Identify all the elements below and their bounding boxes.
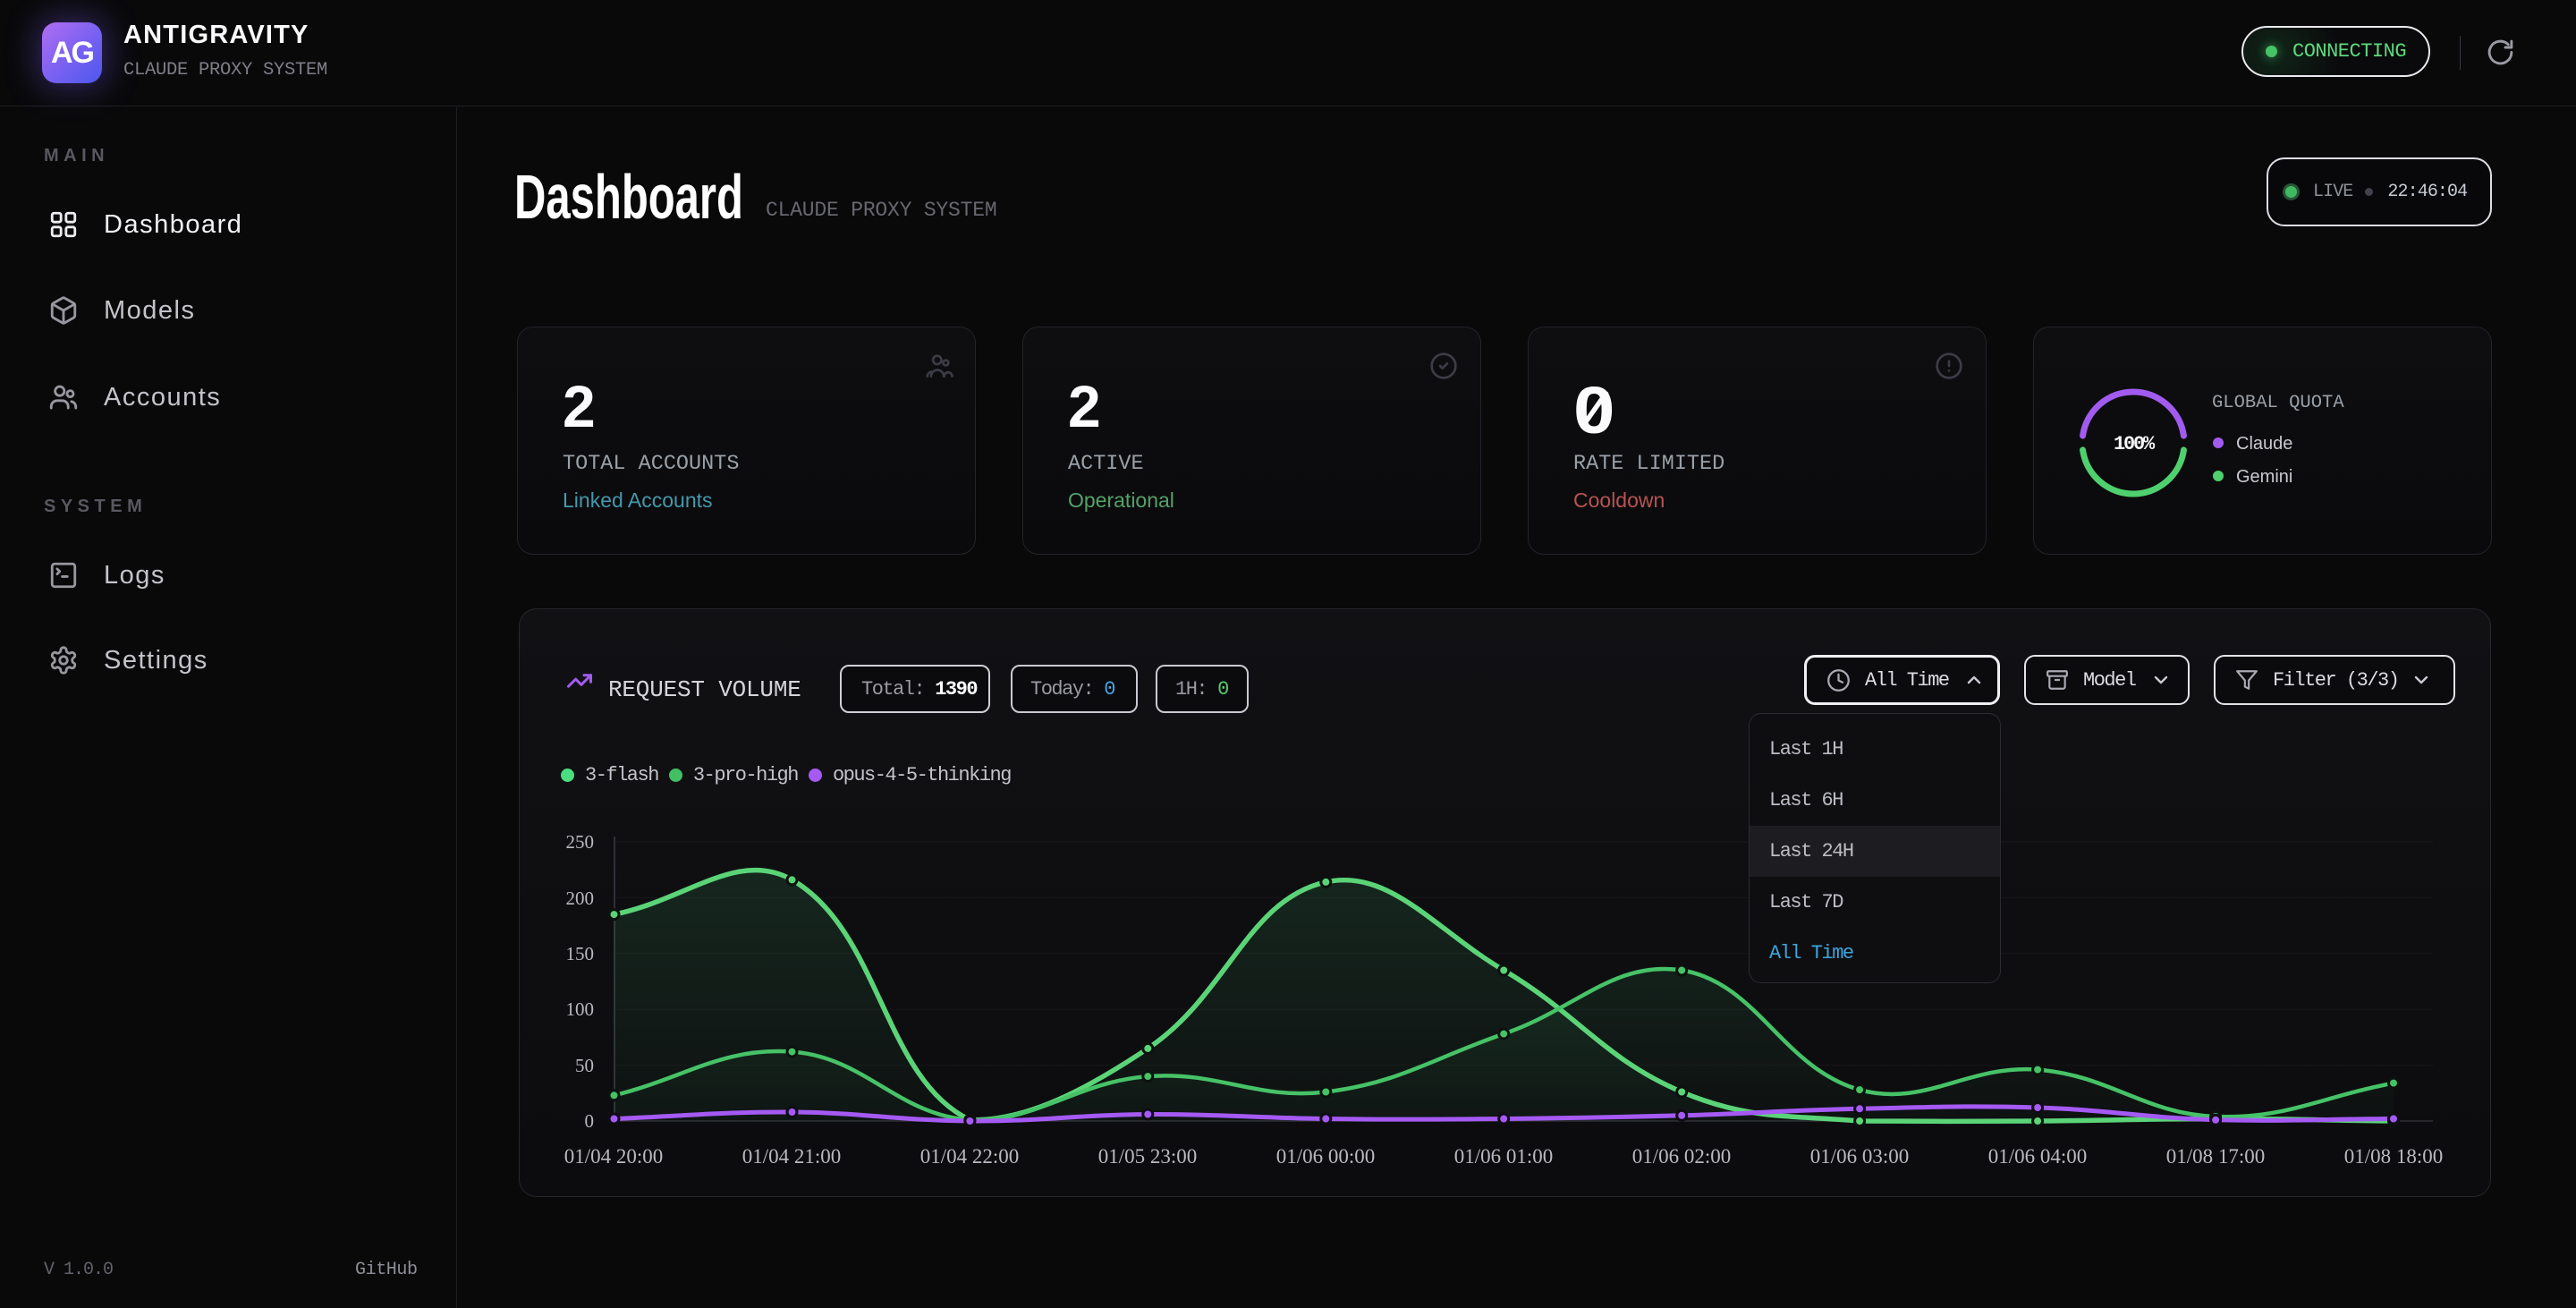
svg-text:250: 250 xyxy=(566,831,595,853)
svg-text:01/06 04:00: 01/06 04:00 xyxy=(1988,1145,2088,1168)
svg-text:100%: 100% xyxy=(2114,433,2156,455)
svg-text:01/04 21:00: 01/04 21:00 xyxy=(742,1145,842,1168)
svg-text:GLOBAL QUOTA: GLOBAL QUOTA xyxy=(2212,393,2344,413)
svg-text:01/06 00:00: 01/06 00:00 xyxy=(1276,1145,1376,1168)
svg-text:Claude: Claude xyxy=(2236,434,2292,454)
svg-text:01/04 20:00: 01/04 20:00 xyxy=(564,1145,664,1168)
svg-text:200: 200 xyxy=(566,888,595,909)
svg-text:100: 100 xyxy=(566,998,595,1020)
svg-text:01/04 22:00: 01/04 22:00 xyxy=(920,1145,1020,1168)
svg-text:01/08 17:00: 01/08 17:00 xyxy=(2166,1145,2266,1168)
svg-text:01/05 23:00: 01/05 23:00 xyxy=(1098,1145,1198,1168)
svg-text:01/06 03:00: 01/06 03:00 xyxy=(1810,1145,1910,1168)
svg-text:0: 0 xyxy=(585,1110,595,1132)
svg-text:150: 150 xyxy=(566,943,595,964)
svg-text:Gemini: Gemini xyxy=(2236,467,2292,487)
svg-text:50: 50 xyxy=(575,1055,594,1076)
svg-text:01/06 02:00: 01/06 02:00 xyxy=(1632,1145,1732,1168)
svg-text:01/06 01:00: 01/06 01:00 xyxy=(1454,1145,1554,1168)
svg-text:01/08 18:00: 01/08 18:00 xyxy=(2344,1145,2444,1168)
